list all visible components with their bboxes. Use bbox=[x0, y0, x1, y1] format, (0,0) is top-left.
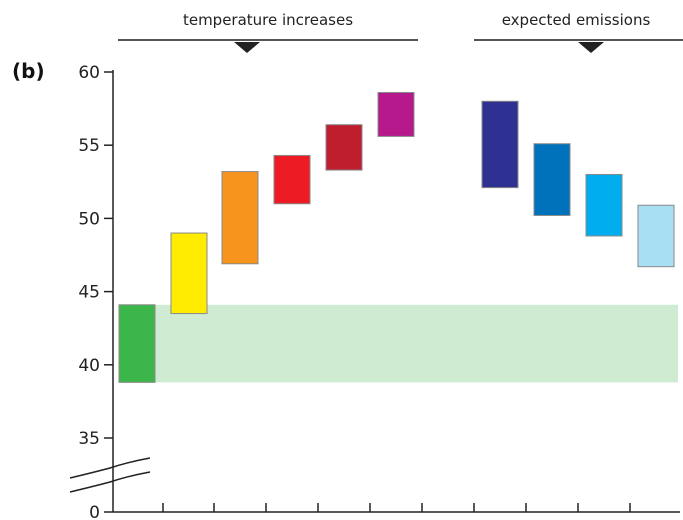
range-bar-8 bbox=[533, 143, 571, 216]
y-tick-label: 35 bbox=[78, 429, 100, 449]
group-label-emissions: expected emissions bbox=[502, 11, 651, 29]
range-bar-3 bbox=[221, 171, 259, 265]
range-bar-4 bbox=[273, 154, 311, 205]
y-tick-label: 45 bbox=[78, 283, 100, 303]
y-tick-label: 50 bbox=[78, 209, 100, 229]
panel-label: (b) bbox=[12, 59, 45, 83]
reference-band bbox=[119, 304, 678, 383]
axis-break-mark bbox=[69, 471, 151, 493]
range-bar-6 bbox=[377, 91, 415, 137]
range-bar-2 bbox=[170, 232, 208, 315]
axis-break-mark bbox=[69, 457, 151, 479]
range-bar-9 bbox=[585, 173, 623, 237]
y-tick-label: 0 bbox=[89, 503, 100, 520]
range-bar-10 bbox=[637, 204, 675, 268]
y-tick-label: 40 bbox=[78, 356, 100, 376]
range-bar-5 bbox=[325, 124, 363, 171]
y-tick-label: 60 bbox=[78, 63, 100, 83]
range-bar-7 bbox=[481, 100, 519, 189]
range-bar-1 bbox=[118, 304, 156, 383]
group-pointer-emissions bbox=[578, 42, 604, 53]
group-pointer-temperature bbox=[234, 42, 260, 53]
y-tick-label: 55 bbox=[78, 136, 100, 156]
group-label-temperature: temperature increases bbox=[183, 11, 353, 29]
